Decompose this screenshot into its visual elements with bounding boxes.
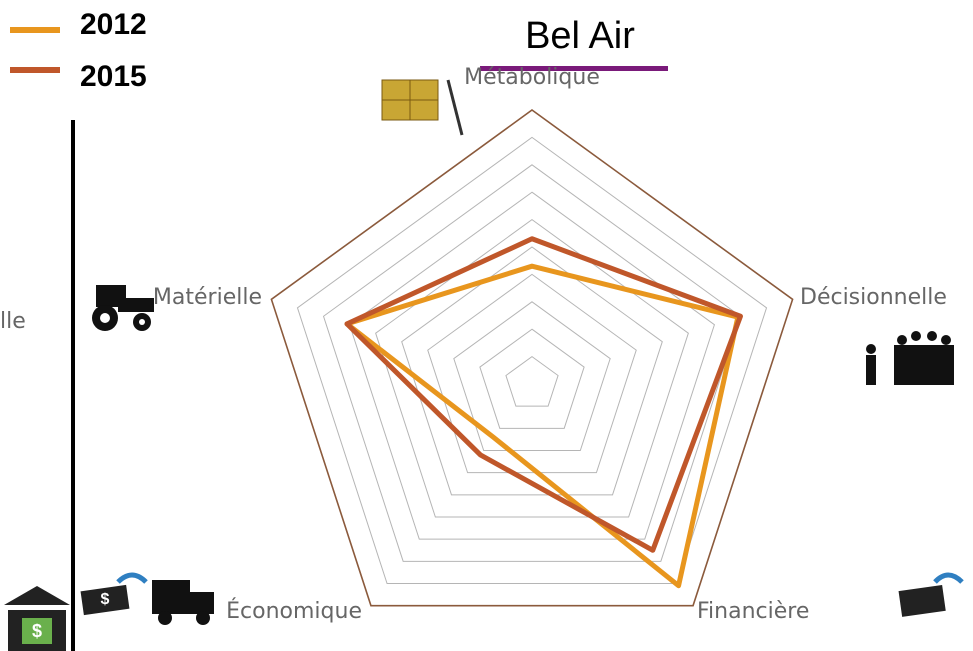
chart-title: Bel Air: [525, 15, 635, 57]
money-icon-right: [898, 572, 964, 617]
people-icon: [866, 331, 954, 385]
axis-label: Métabolique: [464, 65, 600, 90]
cropped-label: lle: [0, 309, 26, 334]
axis-label: Matérielle: [153, 285, 262, 310]
svg-text:$: $: [32, 621, 42, 641]
grid-ring: [401, 246, 663, 496]
grid-ring: [270, 109, 794, 607]
title-underline: [480, 66, 668, 71]
grid-ring: [375, 218, 689, 518]
bank-icon: $: [4, 586, 70, 651]
grid-ring: [453, 301, 611, 452]
axis-label: Économique: [226, 598, 362, 624]
grid-ring: [479, 328, 585, 429]
axis-label: Décisionnelle: [800, 285, 947, 310]
money-truck-icon: $: [78, 565, 218, 635]
grid-ring: [427, 273, 637, 474]
hay-icon: [381, 79, 464, 136]
svg-text:$: $: [101, 591, 110, 608]
legend-label: 2012: [80, 8, 147, 41]
series-line: [344, 236, 743, 553]
grid-ring: [322, 164, 742, 562]
grid-ring: [296, 136, 768, 585]
divider: [71, 120, 75, 651]
grid-ring: [505, 355, 559, 407]
legend-label: 2015: [80, 60, 147, 93]
tractor-icon: [92, 285, 154, 331]
axis-label: Financière: [697, 599, 809, 624]
